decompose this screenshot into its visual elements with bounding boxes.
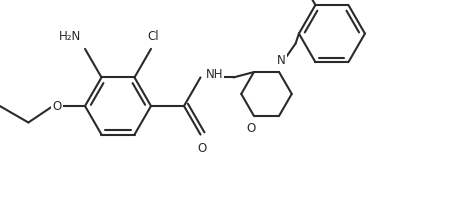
Text: Cl: Cl xyxy=(147,30,159,43)
Text: H₂N: H₂N xyxy=(59,30,81,43)
Text: O: O xyxy=(197,142,206,155)
Text: NH: NH xyxy=(206,68,223,81)
Text: O: O xyxy=(53,99,62,112)
Text: N: N xyxy=(277,54,286,67)
Text: O: O xyxy=(246,122,255,135)
